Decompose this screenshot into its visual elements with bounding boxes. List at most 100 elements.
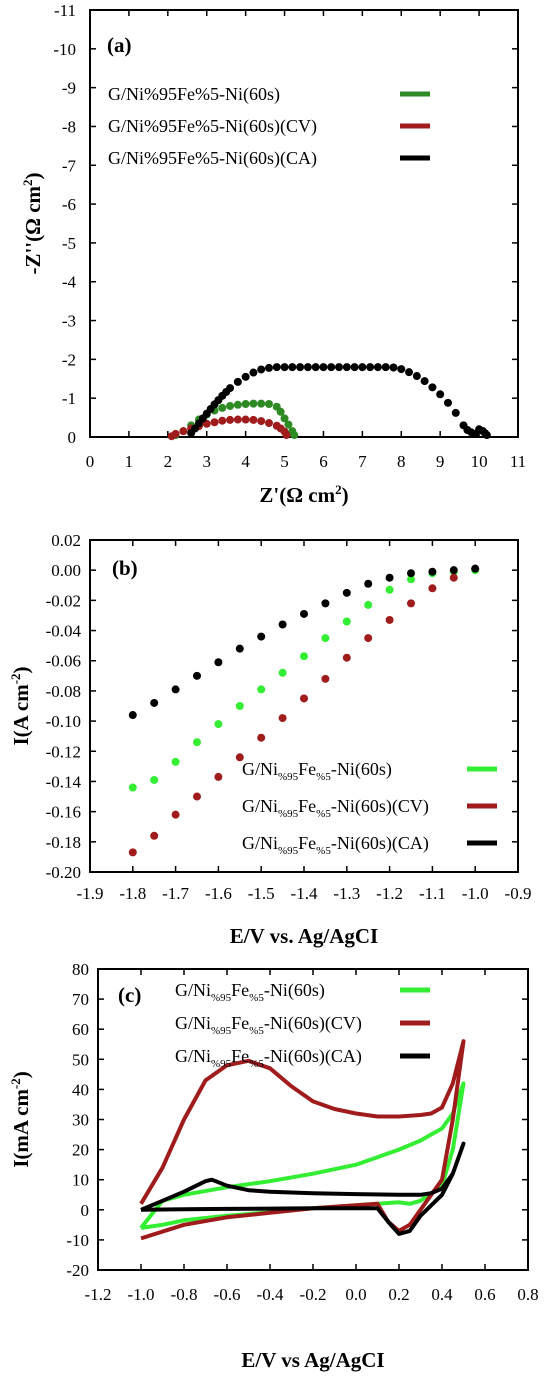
x-tick-label: -1.0 xyxy=(462,884,489,903)
y-tick-label: -4 xyxy=(62,273,77,292)
data-point xyxy=(364,600,373,609)
data-point xyxy=(214,658,223,667)
data-point xyxy=(249,415,258,424)
chart-panel-2: -1.2 -1.0 -0.8 -0.6 -0.4 -0.2 0.0 0.2 0.4 0.6 0.8 -… xyxy=(8,960,539,1372)
panel-label: (a) xyxy=(107,33,132,57)
legend-text-part: Fe xyxy=(298,833,316,853)
y-tick-label: -2 xyxy=(62,350,76,369)
data-point xyxy=(321,634,330,643)
y-tick-label: -10 xyxy=(66,1231,89,1250)
x-tick-label: 3 xyxy=(202,452,211,471)
legend-text-part: Fe xyxy=(231,980,249,1000)
data-point xyxy=(276,407,285,416)
y-tick-label: -10 xyxy=(53,40,76,59)
data-point xyxy=(257,365,266,374)
legend-text-part: -Ni(60s) xyxy=(264,980,325,1001)
legend-text-part: -Ni(60s)(CV) xyxy=(331,796,429,817)
legend-text-part: %5 xyxy=(316,845,331,857)
series-line xyxy=(140,1141,466,1236)
x-tick-label: 8 xyxy=(397,452,406,471)
legend-text-part: Fe xyxy=(231,1013,249,1033)
data-point xyxy=(249,399,258,408)
data-point xyxy=(257,399,266,408)
data-point xyxy=(233,400,242,409)
y-tick-label: 0.02 xyxy=(51,531,81,550)
data-point xyxy=(451,408,460,417)
x-tick-label: -0.9 xyxy=(505,884,532,903)
chart-panel-1: -1.9 -1.8 -1.7 -1.6 -1.5 -1.4 -1.3 -1.2 -1.1 -1.0… xyxy=(8,531,531,948)
data-point xyxy=(226,401,235,410)
data-point xyxy=(264,400,273,409)
x-tick-label: -0.8 xyxy=(171,1285,198,1304)
data-point xyxy=(214,720,223,729)
y-tick-label: -9 xyxy=(62,79,76,98)
legend-text-part: -Ni(60s)(CA) xyxy=(331,833,429,854)
y-tick-label: 30 xyxy=(72,1111,89,1130)
legend-text-part: -Ni(60s)(CA) xyxy=(264,1046,362,1067)
legend-entry: G/Ni%95Fe%5-Ni(60s) xyxy=(175,980,325,1004)
y-tick-label: 0.00 xyxy=(51,561,81,580)
y-tick-label: -3 xyxy=(62,312,76,331)
y-tick-label: 10 xyxy=(72,1171,89,1190)
y-tick-label: -1 xyxy=(62,389,76,408)
y-tick-label: -0.06 xyxy=(46,652,81,671)
data-point xyxy=(128,711,137,720)
data-point xyxy=(449,573,458,582)
data-point xyxy=(128,848,137,857)
data-point xyxy=(407,599,415,608)
data-point xyxy=(342,363,351,372)
legend-text-part: %95 xyxy=(278,808,299,820)
data-point xyxy=(235,702,244,710)
y-axis-label-part: ''(Ω cm xyxy=(21,185,45,253)
data-point xyxy=(385,615,394,624)
y-tick-label: -0.04 xyxy=(46,622,82,641)
y-tick-label: 20 xyxy=(72,1141,89,1160)
legend-text-part: G/Ni xyxy=(175,1013,211,1033)
legend-entry: G/Ni%95Fe%5-Ni(60s) xyxy=(108,84,280,105)
data-point xyxy=(300,694,308,703)
data-point xyxy=(241,415,250,424)
data-point xyxy=(264,419,273,428)
legend-text-part: %95 xyxy=(211,1025,232,1037)
data-point xyxy=(171,429,180,438)
y-axis-label: I(A cm-2) xyxy=(8,666,33,745)
x-tick-label: -0.4 xyxy=(257,1285,284,1304)
data-point xyxy=(226,415,235,424)
data-point xyxy=(449,566,458,575)
data-point xyxy=(300,609,308,618)
y-axis-label-part: -2 xyxy=(8,1078,23,1089)
legend-entry: G/Ni%95Fe%5-Ni(60s)(CV) xyxy=(242,796,429,820)
legend-text-part: Fe xyxy=(298,796,316,816)
y-tick-label: -7 xyxy=(62,156,77,175)
data-point xyxy=(218,416,227,425)
y-tick-label: 70 xyxy=(72,990,89,1009)
data-point xyxy=(482,431,491,440)
data-point xyxy=(233,415,242,424)
legend-entry: G/Ni%95Fe%5-Ni(60s)(CA) xyxy=(108,148,317,169)
data-point xyxy=(428,584,437,593)
x-tick-label: -1.9 xyxy=(77,884,104,903)
x-tick-label: 10 xyxy=(471,452,488,471)
data-point xyxy=(296,363,305,372)
data-point xyxy=(280,363,289,372)
x-tick-label: -1.8 xyxy=(119,884,146,903)
y-tick-label: -5 xyxy=(62,234,76,253)
x-tick-label: 0.6 xyxy=(474,1285,495,1304)
x-tick-label: -1.3 xyxy=(333,884,360,903)
y-tick-label: -0.20 xyxy=(46,863,81,882)
data-point xyxy=(193,738,201,747)
legend-text-part: %95 xyxy=(211,992,232,1004)
data-point xyxy=(397,365,406,374)
x-tick-label: 2 xyxy=(164,452,173,471)
data-point xyxy=(179,427,188,436)
data-point xyxy=(381,363,390,372)
data-point xyxy=(327,363,336,372)
y-tick-label: -0.14 xyxy=(46,772,82,791)
legend-text-part: -Ni(60s)(CV) xyxy=(264,1013,362,1034)
data-point xyxy=(257,632,266,641)
legend-text-part: G/Ni xyxy=(242,759,278,779)
x-tick-label: 5 xyxy=(280,452,289,471)
data-point xyxy=(171,810,180,819)
legend-text-part: G/Ni xyxy=(175,1046,211,1066)
data-point xyxy=(405,368,414,377)
